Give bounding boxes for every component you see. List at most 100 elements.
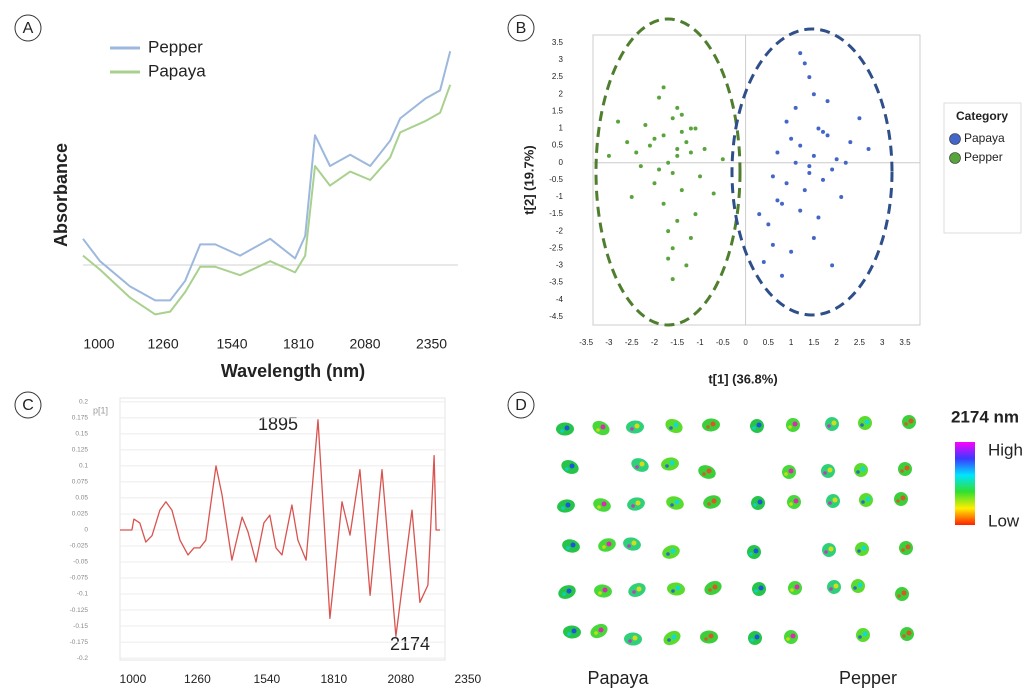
x-tick-label: -3.5 [579,338,593,347]
scatter-point [803,61,807,65]
seed-spot [560,429,564,433]
y-tick-label: -4.5 [549,312,563,321]
seed-spot [834,584,839,589]
y-tick-label: 0.175 [72,415,89,422]
scatter-point [662,202,666,206]
seed-spot [675,500,680,505]
seed-spot [858,635,862,639]
y-tick-label: -4 [556,295,564,304]
x-tick-label: 1 [789,338,794,347]
x-tick-label: -1.5 [670,338,684,347]
scatter-point [766,222,770,226]
image-title: 2174 nm [951,407,1019,426]
scatter-point [821,130,825,134]
y-tick-label: -0.2 [77,655,89,662]
seed-spot [749,552,753,556]
y-tick-label: 0.075 [72,479,89,486]
y-tick-label: 0.05 [75,495,88,502]
x-tick-label: -0.5 [716,338,730,347]
scatter-point [807,164,811,168]
scatter-point [771,174,775,178]
seed-spot [897,594,901,598]
y-tick-label: -0.175 [70,639,89,646]
x-tick-label: 0.5 [763,338,775,347]
y-tick-label: -3 [556,261,564,270]
seed-spot [674,423,679,428]
scatter-point [616,120,620,124]
scatter-point [785,181,789,185]
x-tick-label: 3.5 [899,338,911,347]
scatter-point [671,171,675,175]
scatter-point [757,212,761,216]
scatter-point [857,116,861,120]
scatter-point [666,161,670,165]
panel-letter: C [22,397,34,414]
scatter-point [639,164,643,168]
x-tick-label: 1.5 [808,338,820,347]
x-tick-label: 0 [743,338,748,347]
seed-spot [665,464,669,468]
scatter-point [680,188,684,192]
seed-spot [632,590,636,594]
scatter-point [684,263,688,267]
seed-spot [791,634,796,639]
panel-letters [15,15,534,418]
seed-spot [758,500,763,505]
y-tick-label: -0.15 [73,623,88,630]
seed-spot [707,469,712,474]
seed-spot [754,549,759,554]
seed-spot [906,545,911,550]
y-tick-label: 3.5 [552,38,564,47]
scatter-point [830,263,834,267]
seed-image [556,413,918,648]
scatter-point [680,113,684,117]
x-tick-label: -2.5 [625,338,639,347]
scatter-point [835,157,839,161]
seed-spot [827,424,831,428]
seed-spot [828,468,833,473]
legend-label: Papaya [148,61,206,80]
panel-letter: A [23,20,34,37]
seed-spot [900,469,904,473]
seed-spot [861,467,866,472]
seed-spot [570,464,575,469]
line-series [120,420,440,637]
seed-spot [706,425,710,429]
y-tick-label: 0.15 [75,431,88,438]
seed-spot [607,542,612,547]
seed-spot [597,505,601,509]
y-tick-label: 1 [559,124,564,133]
color-bar [955,442,975,525]
legend-label: Pepper [964,150,1003,164]
x-tick-label: 1540 [216,336,247,352]
scatter-point [671,116,675,120]
y-tick-label: -0.1 [77,591,89,598]
scatter-point [657,96,661,100]
y-tick-label: 0 [559,158,564,167]
scatter-point [826,99,830,103]
y-tick-label: 0.5 [552,141,564,150]
x-tick-label: -2 [651,338,659,347]
seed-spot [565,426,570,431]
scatter-point [680,130,684,134]
scatter-point [693,212,697,216]
scatter-point [812,236,816,240]
panel-letter: B [516,20,527,37]
scatter-point [657,168,661,172]
seed-spot [630,427,634,431]
scatter-point [789,250,793,254]
annotation: 1895 [258,414,298,434]
scatter-point [807,171,811,175]
scatter-point [848,140,852,144]
seed-spot [866,497,871,502]
seed-spot [788,425,792,429]
plot-frame [120,398,445,660]
scatter-point [775,198,779,202]
seed-spot [709,634,714,639]
y-tick-label: -2 [556,226,564,235]
seed-spot [632,541,637,546]
x-tick-label: 1260 [147,336,178,352]
seed-spot [857,549,861,553]
seed-spot [901,496,906,501]
seed-spot [861,500,865,504]
